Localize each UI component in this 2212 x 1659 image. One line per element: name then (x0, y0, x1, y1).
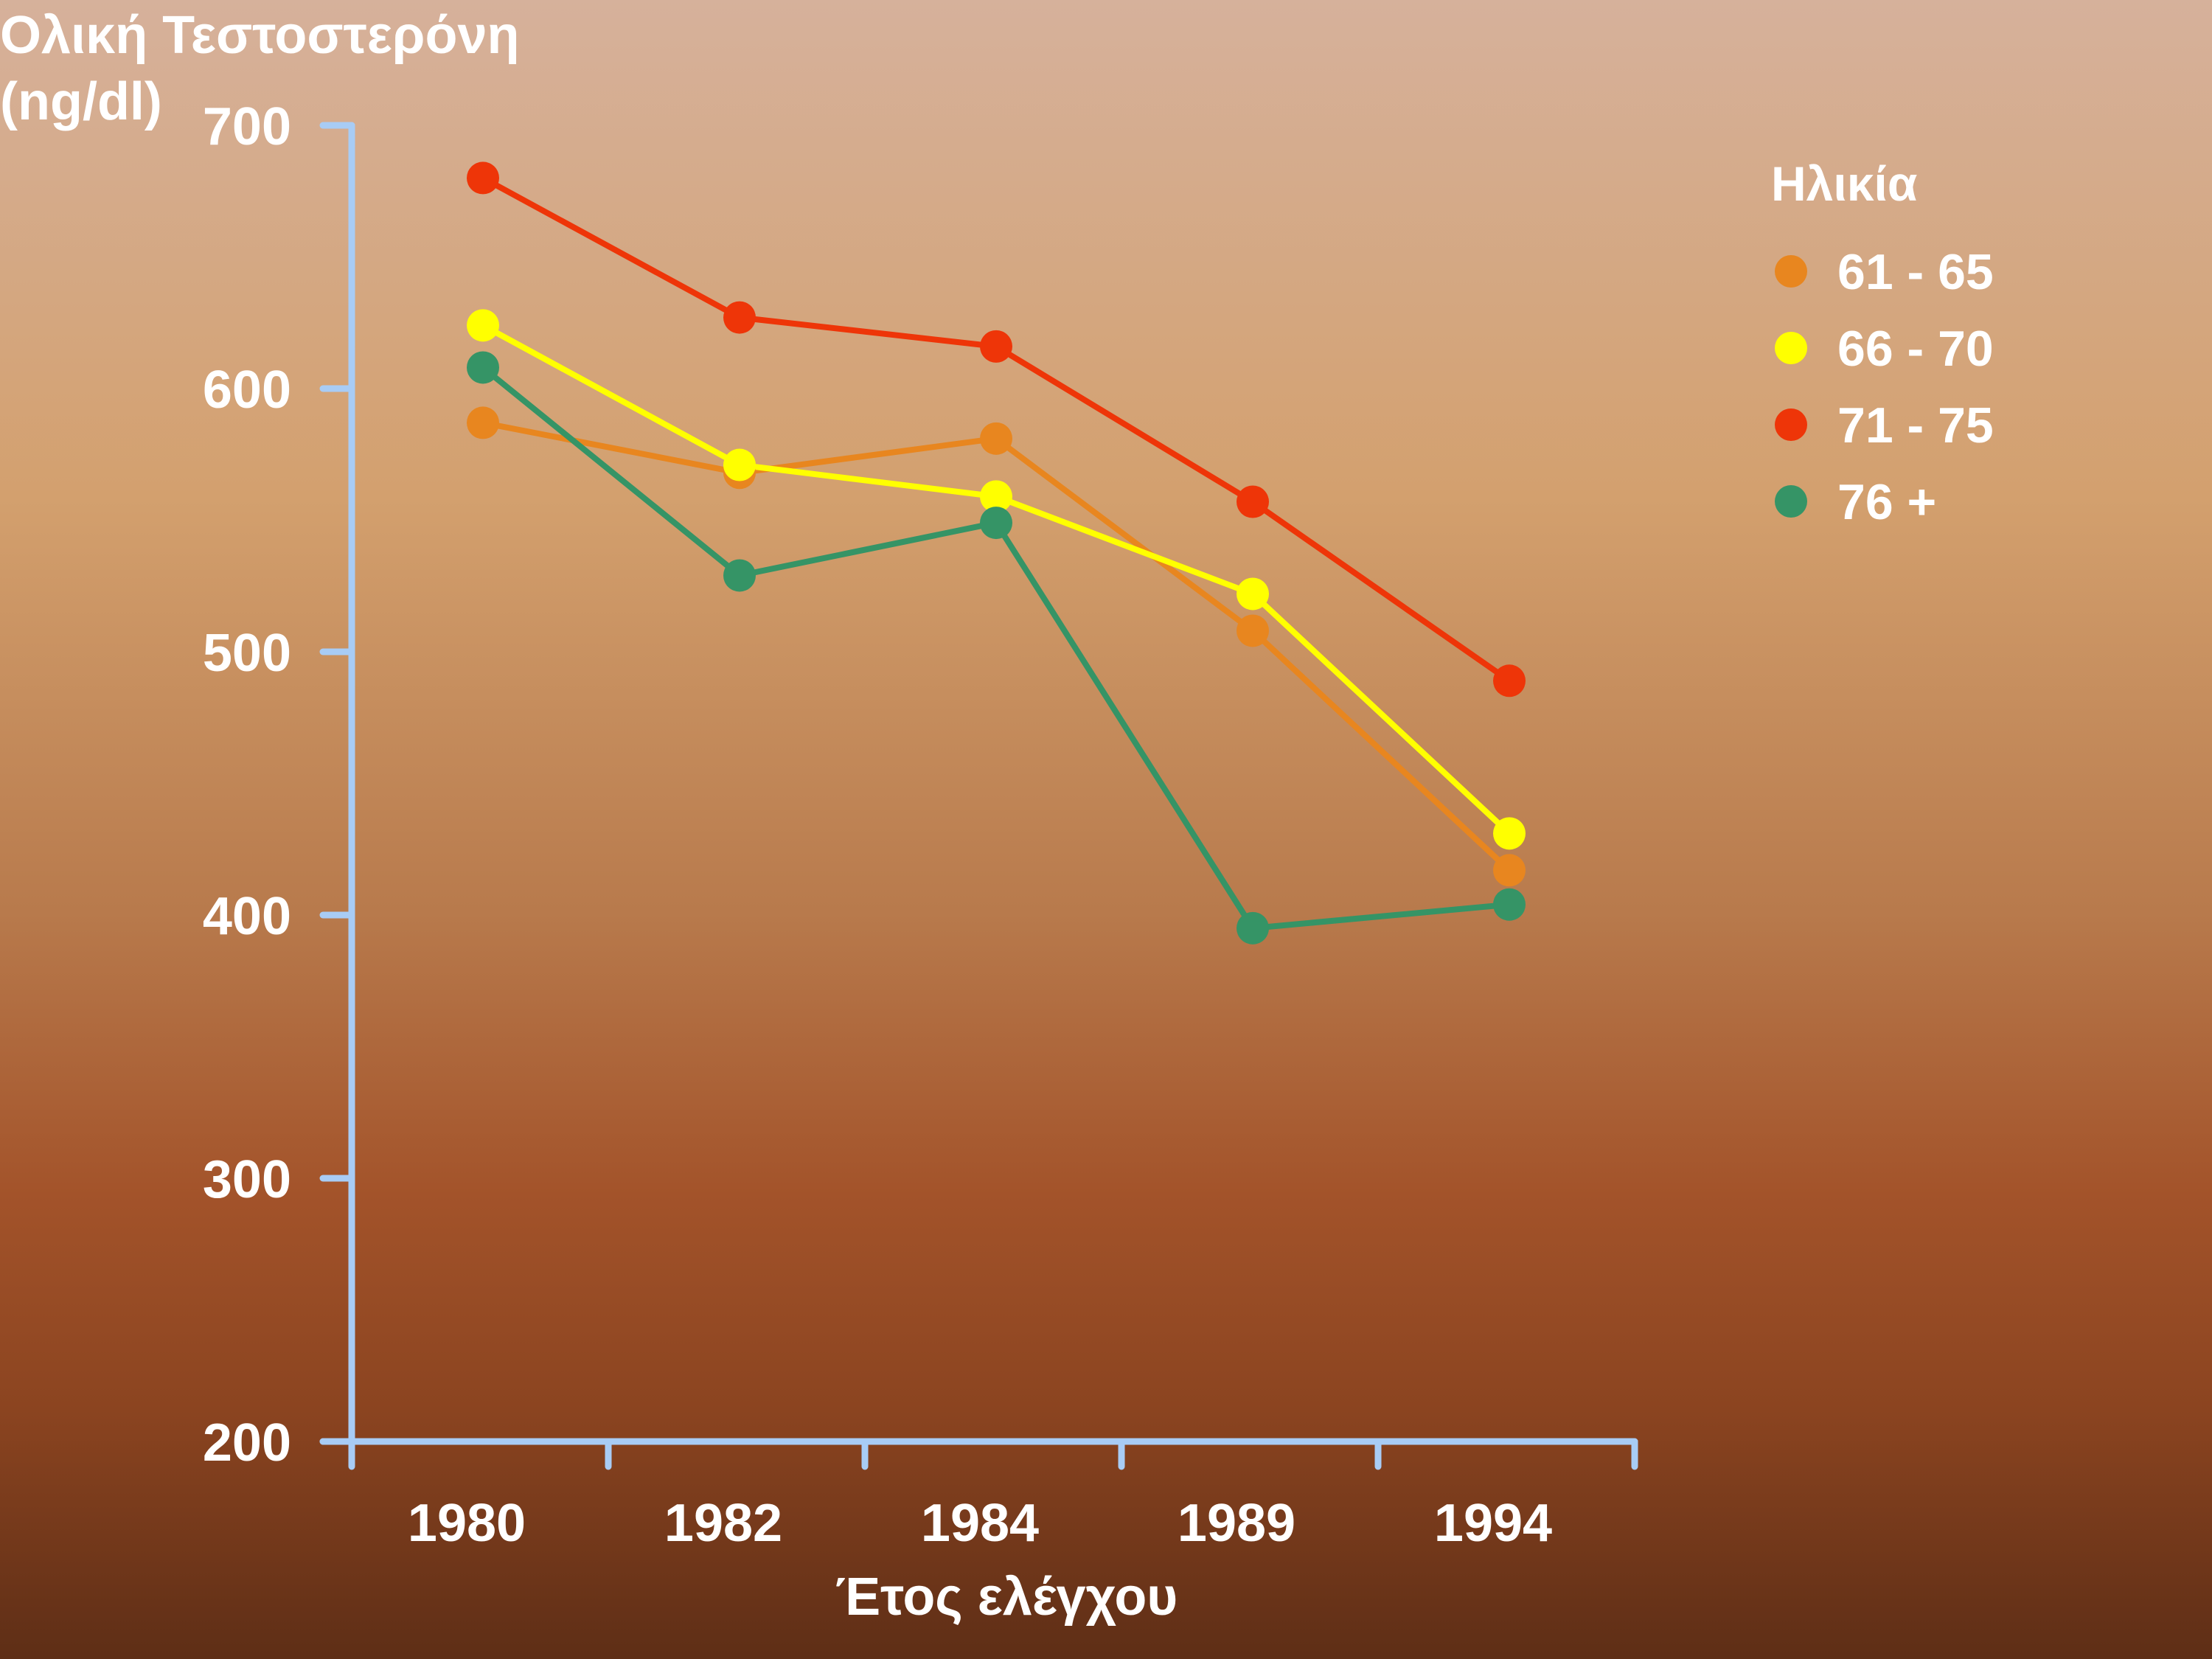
legend-marker (1775, 255, 1807, 288)
x-tick-label: 1982 (664, 1494, 782, 1553)
x-axis-title: Έτος ελέγχου (835, 1568, 1178, 1627)
data-point (1493, 854, 1526, 887)
series-group (467, 161, 1526, 945)
y-tick-label: 400 (203, 887, 291, 946)
data-point (1237, 485, 1269, 518)
y-axis-title-line-2: (ng/dl) (0, 72, 162, 131)
y-axis-ticks: 700 600 500 400 300 200 (203, 97, 355, 1472)
data-point (467, 406, 499, 439)
legend-label: 76 + (1837, 474, 1936, 530)
legend-label: 66 - 70 (1837, 321, 1994, 377)
data-point (1493, 888, 1526, 921)
data-point (723, 559, 756, 592)
data-point (723, 448, 756, 481)
data-point (467, 161, 499, 195)
x-tick-label: 1989 (1178, 1494, 1295, 1553)
data-point (467, 309, 499, 342)
legend-marker (1775, 408, 1807, 441)
data-point (723, 301, 756, 334)
x-tick-label: 1980 (408, 1494, 526, 1553)
x-tick-label: 1994 (1434, 1494, 1552, 1553)
y-tick-label: 200 (203, 1413, 291, 1472)
legend-title: Ηλικία (1771, 156, 1917, 211)
x-axis-ticks: 1980 1982 1984 1989 1994 (348, 1438, 1638, 1553)
legend-marker (1775, 485, 1807, 518)
series-line (481, 322, 1512, 836)
axes (319, 122, 1638, 1445)
data-point (980, 422, 1012, 455)
x-tick-label: 1984 (921, 1494, 1039, 1553)
data-point (980, 507, 1012, 540)
data-point (980, 480, 1012, 513)
data-point (1237, 614, 1269, 647)
y-tick-label: 500 (203, 624, 291, 683)
legend: Ηλικία 61 - 65 66 - 70 71 - 75 76 + (1771, 156, 1994, 530)
y-tick-label: 600 (203, 361, 291, 420)
legend-label: 71 - 75 (1837, 397, 1994, 453)
data-point (467, 351, 499, 384)
data-point (1493, 664, 1526, 698)
legend-marker (1775, 332, 1807, 364)
data-point (1237, 577, 1269, 611)
y-tick-label: 700 (203, 97, 291, 156)
y-axis-title-line-1: Ολική Τεστοστερόνη (0, 6, 519, 65)
legend-label: 61 - 65 (1837, 244, 1994, 300)
data-point (1237, 911, 1269, 945)
data-point (1493, 817, 1526, 850)
y-tick-label: 300 (203, 1150, 291, 1209)
data-point (980, 330, 1012, 363)
